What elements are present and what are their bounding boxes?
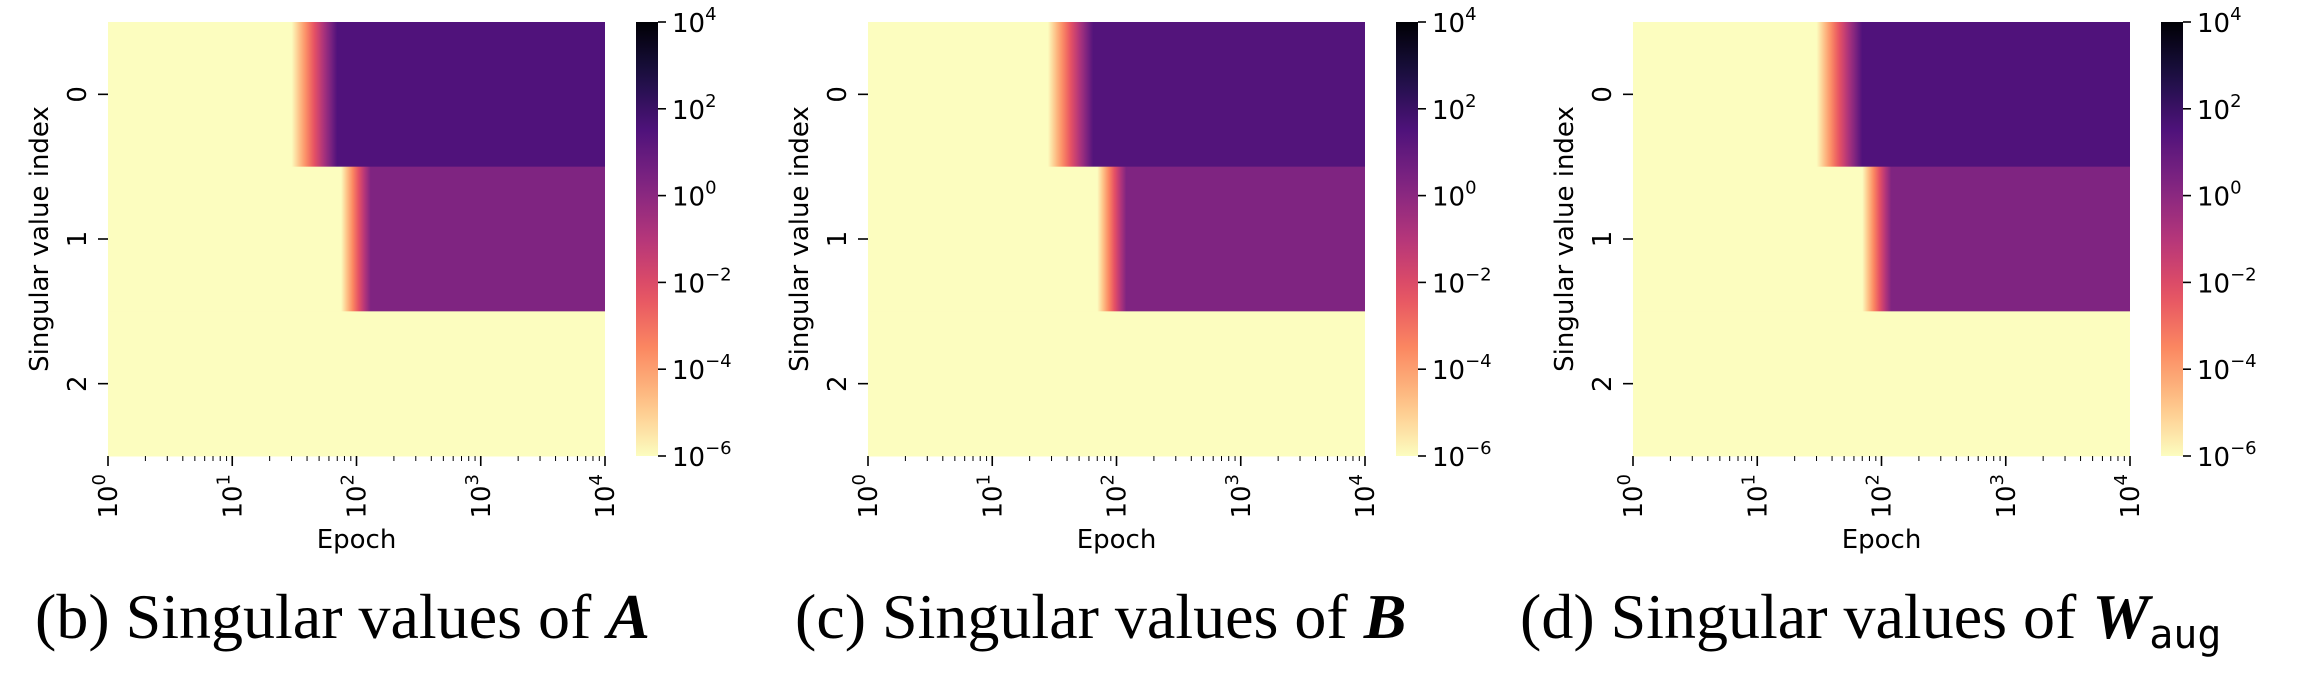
colorbar-tick-label: 10−6 bbox=[672, 438, 732, 473]
colorbar-tick-label: 102 bbox=[672, 91, 717, 126]
x-tick-label: 100 bbox=[1614, 474, 1649, 519]
colorbar bbox=[636, 22, 658, 456]
heatmap-row-2 bbox=[868, 311, 1365, 457]
y-tick-label: 1 bbox=[63, 231, 93, 248]
x-tick-label: 103 bbox=[462, 474, 497, 519]
colorbar-tick-label: 10−4 bbox=[1432, 351, 1492, 386]
caption-symbol: B bbox=[1363, 581, 1407, 652]
y-tick-label: 2 bbox=[63, 375, 93, 392]
colorbar-tick-label: 100 bbox=[2197, 178, 2242, 213]
colorbar-tick-label: 104 bbox=[672, 4, 717, 39]
colorbar-tick-label: 10−6 bbox=[1432, 438, 1492, 473]
y-axis-label: Singular value index bbox=[25, 106, 55, 372]
heatmap-panel-3: 100 101 102 103 104 0 1 2 Epoch Singular value in… bbox=[1550, 4, 2257, 555]
colorbar-tick-label: 10−4 bbox=[672, 351, 732, 386]
y-axis-label: Singular value index bbox=[785, 106, 815, 372]
colorbar bbox=[2161, 22, 2183, 456]
x-tick-label: 104 bbox=[2111, 474, 2146, 519]
x-tick-label: 100 bbox=[849, 474, 884, 519]
heatmap-row-2 bbox=[1633, 311, 2130, 457]
x-tick-label: 101 bbox=[973, 474, 1008, 519]
y-tick-label: 2 bbox=[1588, 375, 1618, 392]
x-axis-label: Epoch bbox=[317, 525, 397, 555]
x-tick-label: 102 bbox=[1098, 474, 1133, 519]
heatmap-row-2 bbox=[108, 311, 605, 457]
colorbar-tick-label: 10−2 bbox=[672, 264, 732, 299]
colorbar-tick-label: 100 bbox=[1432, 178, 1477, 213]
colorbar-tick-label: 102 bbox=[1432, 91, 1477, 126]
caption-symbol: A bbox=[607, 581, 650, 652]
x-tick-label: 102 bbox=[338, 474, 373, 519]
x-tick-label: 103 bbox=[1222, 474, 1257, 519]
heatmap-panel-2: 100 101 102 103 104 0 1 2 Epoch Singular value in… bbox=[785, 4, 1492, 555]
x-tick-label: 101 bbox=[1738, 474, 1773, 519]
caption-text: (c) Singular values of bbox=[795, 581, 1364, 652]
y-tick-label: 2 bbox=[823, 375, 853, 392]
heatmap-panel-1: 100 101 102 103 104 0 1 2 Epoch Singular value in… bbox=[25, 4, 732, 555]
panel-caption: (b) Singular values of A bbox=[35, 585, 650, 649]
y-axis-label: Singular value index bbox=[1550, 106, 1580, 372]
heatmap-row-1 bbox=[1633, 166, 2130, 312]
y-tick-label: 0 bbox=[823, 86, 853, 103]
x-tick-label: 100 bbox=[89, 474, 124, 519]
x-tick-label: 104 bbox=[586, 474, 621, 519]
colorbar-tick-label: 10−2 bbox=[1432, 264, 1492, 299]
y-tick-label: 0 bbox=[63, 86, 93, 103]
x-axis-label: Epoch bbox=[1842, 525, 1922, 555]
caption-text: (d) Singular values of bbox=[1520, 581, 2093, 652]
colorbar-tick-label: 100 bbox=[672, 178, 717, 213]
caption-text: (b) Singular values of bbox=[35, 581, 608, 652]
x-tick-label: 104 bbox=[1346, 474, 1381, 519]
y-tick-label: 1 bbox=[823, 231, 853, 248]
heatmap-row-0 bbox=[1633, 22, 2130, 168]
panel-caption: (c) Singular values of B bbox=[795, 585, 1406, 649]
heatmap-row-0 bbox=[108, 22, 605, 168]
y-tick-label: 1 bbox=[1588, 231, 1618, 248]
heatmap-row-1 bbox=[868, 166, 1365, 312]
colorbar-tick-label: 10−6 bbox=[2197, 438, 2257, 473]
colorbar-tick-label: 102 bbox=[2197, 91, 2242, 126]
colorbar-tick-label: 10−2 bbox=[2197, 264, 2257, 299]
colorbar bbox=[1396, 22, 1418, 456]
x-tick-label: 102 bbox=[1863, 474, 1898, 519]
heatmap-row-1 bbox=[108, 166, 605, 312]
x-axis-label: Epoch bbox=[1077, 525, 1157, 555]
x-tick-label: 103 bbox=[1987, 474, 2022, 519]
colorbar-tick-label: 104 bbox=[2197, 4, 2242, 39]
caption-symbol: W bbox=[2092, 581, 2150, 652]
y-tick-label: 0 bbox=[1588, 86, 1618, 103]
heatmap-row-0 bbox=[868, 22, 1365, 168]
colorbar-tick-label: 104 bbox=[1432, 4, 1477, 39]
x-tick-label: 101 bbox=[213, 474, 248, 519]
panel-caption: (d) Singular values of Waug bbox=[1520, 585, 2222, 658]
caption-subscript: aug bbox=[2149, 612, 2222, 658]
colorbar-tick-label: 10−4 bbox=[2197, 351, 2257, 386]
